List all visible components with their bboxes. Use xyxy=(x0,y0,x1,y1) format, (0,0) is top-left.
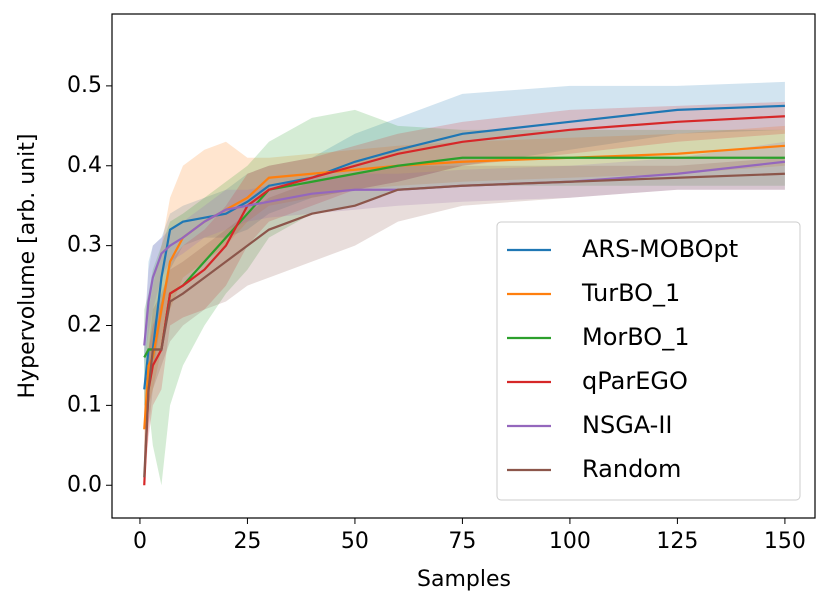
y-tick-label: 0.5 xyxy=(67,73,102,98)
band xyxy=(144,141,785,366)
y-tick-label: 0.3 xyxy=(67,233,102,258)
x-axis-label: Samples xyxy=(417,567,511,592)
y-tick-label: 0.4 xyxy=(67,153,102,178)
x-tick-label: 150 xyxy=(764,529,806,554)
band xyxy=(144,101,785,486)
legend-label: NSGA-II xyxy=(582,411,673,439)
legend-label: MorBO_1 xyxy=(582,323,689,351)
line xyxy=(143,104,785,390)
x-tick-label: 75 xyxy=(448,529,476,554)
x-tick-label: 25 xyxy=(233,529,261,554)
x-tick-label: 0 xyxy=(133,529,147,554)
legend-label: ARS-MOBOpt xyxy=(582,235,738,263)
band xyxy=(144,125,785,486)
band xyxy=(144,157,785,486)
x-tick-label: 50 xyxy=(341,529,369,554)
x-tick-label: 125 xyxy=(656,529,698,554)
y-tick-label: 0.1 xyxy=(67,392,102,417)
y-tick-label: 0.0 xyxy=(67,472,102,497)
line xyxy=(143,144,785,430)
plot-frame xyxy=(111,13,816,519)
legend-box xyxy=(496,221,801,501)
x-tick-label: 100 xyxy=(549,529,591,554)
legend-label: Random xyxy=(582,455,681,483)
band xyxy=(144,109,785,486)
legend-label: TurBO_1 xyxy=(581,279,680,307)
y-tick-label: 0.2 xyxy=(67,313,102,338)
line xyxy=(143,172,785,478)
legend-label: qParEGO xyxy=(582,367,688,395)
y-axis-label: Hypervolume [arb. unit] xyxy=(15,134,40,399)
band xyxy=(144,81,785,430)
